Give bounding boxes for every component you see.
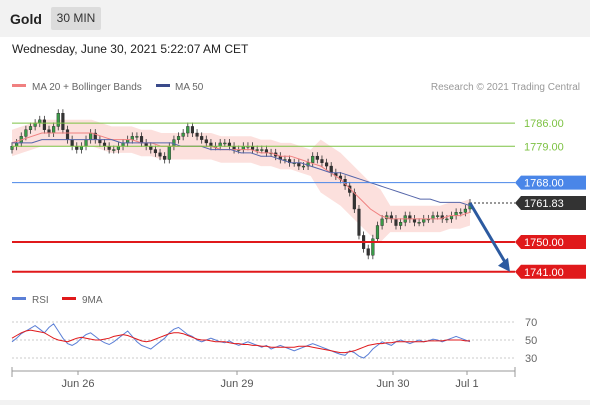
candle [260, 149, 264, 151]
bollinger-band [12, 119, 470, 243]
rsi-tick-label: 50 [525, 335, 537, 347]
level-label-current: 1761.83 [524, 198, 564, 210]
x-tick-label: Jun 29 [220, 378, 253, 390]
candle [84, 139, 88, 147]
candle [56, 113, 60, 127]
candle [264, 149, 269, 154]
candle [329, 165, 333, 173]
levels: 1786.00 1779.00 1768.00 1761.83 1750.00 1741.… [12, 118, 586, 279]
x-tick-label: Jun 30 [376, 378, 409, 390]
x-tick-label: Jul 1 [455, 378, 478, 390]
candle [42, 119, 46, 130]
ma9-legend-swatch [62, 297, 76, 300]
ma20-legend-label: MA 20 + Bollinger Bands [32, 82, 142, 93]
chart-panel: Wednesday, June 30, 2021 5:22:07 AM CET … [0, 37, 590, 400]
rsi-plot: 70 50 30 [11, 317, 537, 365]
candle [89, 132, 93, 140]
candle [190, 126, 194, 134]
candle [463, 208, 467, 213]
candle [61, 113, 65, 130]
price-legend: MA 20 + Bollinger Bands MA 50 Research ©… [12, 82, 580, 93]
level-label-support: 1750.00 [524, 237, 564, 249]
candle [366, 248, 370, 256]
candle [394, 218, 398, 226]
candle [195, 132, 199, 137]
candle [135, 136, 139, 138]
rsi-legend-swatch [12, 297, 26, 300]
rsi-tick-label: 70 [525, 317, 537, 329]
credit-label: Research © 2021 Trading Central [431, 82, 580, 93]
candle [399, 222, 403, 226]
candle [158, 152, 162, 157]
candle [459, 212, 463, 214]
ma9-legend-label: 9MA [82, 295, 103, 306]
candle [112, 149, 116, 151]
candle [204, 139, 208, 144]
level-label-resistance: 1786.00 [524, 118, 564, 130]
candle [65, 129, 70, 140]
candle [167, 146, 171, 160]
candle [320, 159, 324, 163]
candle [186, 126, 190, 134]
rsi-legend: RSI 9MA [12, 295, 103, 306]
candle [301, 165, 306, 168]
candle [422, 218, 426, 223]
rsi-ma9-line [11, 329, 470, 354]
ma20-legend-swatch [12, 84, 26, 87]
rsi-tick-label: 30 [525, 353, 537, 365]
candle [28, 126, 33, 130]
level-tag-support [515, 235, 586, 250]
candle [449, 215, 454, 220]
candle [375, 225, 380, 239]
datetime-label: Wednesday, June 30, 2021 5:22:07 AM CET [12, 42, 249, 56]
ma50-legend-swatch [156, 84, 170, 87]
candle [255, 149, 259, 151]
candle [325, 162, 329, 167]
candle [176, 136, 181, 140]
level-tag-support [515, 264, 586, 279]
candle [181, 132, 185, 137]
candle [200, 136, 204, 140]
candle [352, 192, 356, 210]
candle [371, 238, 375, 256]
rsi-legend-label: RSI [32, 295, 49, 306]
candle [445, 218, 449, 221]
ma20-line [11, 132, 471, 220]
candle [436, 215, 440, 217]
candle [139, 136, 144, 144]
candle [315, 155, 319, 160]
candle [52, 126, 56, 134]
candle [98, 139, 102, 144]
x-axis: Jun 26 Jun 29 Jun 30 Jul 1 [11, 367, 516, 390]
chart-svg: Wednesday, June 30, 2021 5:22:07 AM CET … [10, 42, 586, 390]
projection-arrow-line [468, 202, 508, 265]
level-tag-current [515, 195, 586, 210]
candle [24, 129, 28, 137]
header: Gold 30 MIN [0, 0, 590, 37]
ma50-line [12, 139, 471, 207]
timeframe-button[interactable]: 30 MIN [51, 7, 101, 30]
candle [70, 139, 74, 147]
projection-arrow-head [498, 257, 510, 272]
instrument-title: Gold [10, 11, 42, 27]
candle [380, 218, 384, 226]
x-tick-label: Jun 26 [61, 378, 94, 390]
candle [417, 222, 421, 224]
ma50-legend-label: MA 50 [175, 82, 204, 93]
level-label-resistance: 1779.00 [524, 141, 564, 153]
price-plot [10, 109, 472, 260]
level-tag-pivot [515, 175, 586, 190]
candle [163, 155, 167, 160]
candle [357, 208, 361, 236]
candle [223, 142, 227, 145]
rsi-line [11, 323, 471, 359]
level-label-support: 1741.00 [524, 267, 564, 279]
candle [153, 149, 157, 154]
level-label-pivot: 1768.00 [524, 178, 564, 190]
candle [412, 218, 417, 223]
candle [311, 155, 315, 163]
